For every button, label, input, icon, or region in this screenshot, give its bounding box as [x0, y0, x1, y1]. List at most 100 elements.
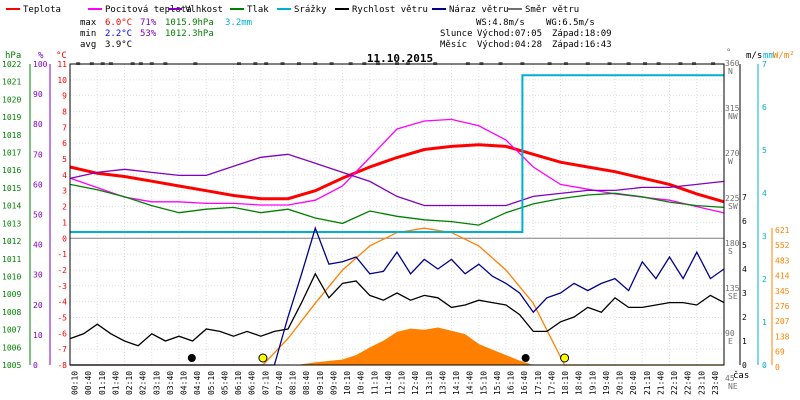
tick-time: 20:10: [616, 371, 625, 395]
tick-c: -2: [57, 266, 67, 275]
tick-c: 2: [62, 203, 67, 212]
tick-hpa: 1020: [2, 95, 21, 104]
tick-deg: 315: [725, 104, 740, 113]
tick-dir: NE: [728, 382, 738, 391]
tick-time: 14:40: [466, 371, 475, 395]
legend-label: Směr větru: [525, 5, 579, 15]
stats-min-label: min: [80, 29, 96, 39]
tick-time: 13:40: [438, 371, 447, 395]
tick-time: 17:40: [547, 371, 556, 395]
tick-time: 22:40: [684, 371, 693, 395]
tick-time: 06:40: [248, 371, 257, 395]
legend-label: Pocitová teplota: [105, 5, 192, 15]
stats-min-temp: 2.2°C: [105, 29, 132, 39]
tick-ms: 2: [742, 313, 747, 322]
chart-title: 11.10.2015: [367, 52, 433, 65]
tick-wm2: 69: [775, 348, 785, 357]
tick-time: 09:10: [316, 371, 325, 395]
tick-time: 02:40: [139, 371, 148, 395]
tick-ms-upper: 3: [762, 232, 767, 241]
legend-label: Teplota: [23, 5, 61, 15]
tick-pct: 70: [33, 150, 43, 159]
series-rychlost-v-tru: [69, 272, 725, 347]
tick-ms-upper: 1: [762, 318, 767, 327]
tick-ms: 7: [742, 193, 747, 202]
legend-label: Srážky: [294, 5, 327, 15]
tick-c: 11: [57, 60, 67, 69]
tick-time: 09:40: [329, 371, 338, 395]
tick-time: 06:10: [234, 371, 243, 395]
tick-wm2: 207: [775, 317, 790, 326]
tick-time: 08:40: [302, 371, 311, 395]
tick-c: 9: [62, 92, 67, 101]
tick-pct: 10: [33, 331, 43, 340]
tick-dir: SE: [728, 292, 738, 301]
tick-c: -7: [57, 345, 67, 354]
tick-time: 22:10: [670, 371, 679, 395]
tick-deg: 360: [725, 59, 740, 68]
sun-rise: Východ:07:05: [477, 29, 542, 39]
tick-pct: 60: [33, 180, 43, 189]
tick-hpa: 1017: [2, 149, 21, 158]
tick-time: 08:10: [289, 371, 298, 395]
tick-time: 18:40: [575, 371, 584, 395]
tick-time: 23:40: [711, 371, 720, 395]
tick-wm2: 483: [775, 256, 790, 265]
legend-label: Vlhkost: [185, 5, 223, 15]
unit-deg: °: [726, 48, 731, 58]
tick-c: 5: [62, 155, 67, 164]
tick-time: 21:10: [643, 371, 652, 395]
tick-deg: 270: [725, 149, 740, 158]
tick-wm2: 345: [775, 287, 790, 296]
tick-hpa: 1010: [2, 272, 21, 281]
tick-wm2: 138: [775, 332, 790, 341]
axes: 1022102110201019101810171016101510141013…: [2, 59, 790, 395]
tick-time: 02:10: [125, 371, 134, 395]
tick-dir: W: [728, 157, 733, 166]
tick-hpa: 1007: [2, 326, 21, 335]
tick-c: -5: [57, 313, 67, 322]
tick-pct: 30: [33, 271, 43, 280]
tick-time: 11:40: [384, 371, 393, 395]
tick-time: 04:40: [193, 371, 202, 395]
tick-c: 7: [62, 123, 67, 132]
tick-time: 07:40: [275, 371, 284, 395]
tick-ms-upper: 5: [762, 146, 767, 155]
tick-pct: 100: [33, 60, 48, 69]
tick-hpa: 1008: [2, 308, 21, 317]
tick-ms: 6: [742, 217, 747, 226]
tick-ms-upper: 4: [762, 189, 767, 198]
tick-hpa: 1016: [2, 166, 21, 175]
tick-time: 13:10: [425, 371, 434, 395]
tick-time: 00:40: [84, 371, 93, 395]
ws-value: WS:4.8m/s: [476, 18, 525, 28]
wg-value: WG:6.5m/s: [546, 18, 595, 28]
legend-label: Náraz větru: [449, 5, 509, 15]
legend-label: Rychlost větru: [352, 5, 428, 15]
tick-time: 11:10: [370, 371, 379, 395]
tick-hpa: 1018: [2, 131, 21, 140]
day-markers: [187, 353, 570, 363]
tick-time: 14:10: [452, 371, 461, 395]
unit-degc: °C: [56, 51, 67, 61]
tick-time: 03:10: [152, 371, 161, 395]
tick-deg: 180: [725, 239, 740, 248]
tick-ms-upper: 6: [762, 103, 767, 112]
tick-hpa: 1009: [2, 290, 21, 299]
sun-set: Západ:18:09: [552, 29, 612, 39]
tick-time: 07:10: [261, 371, 270, 395]
sunrise-marker: [258, 353, 268, 363]
tick-time: 15:10: [479, 371, 488, 395]
tick-ms-upper: 2: [762, 275, 767, 284]
tick-pct: 50: [33, 211, 43, 220]
stats-max-label: max: [80, 18, 97, 28]
tick-time: 10:10: [343, 371, 352, 395]
tick-time: 12:10: [398, 371, 407, 395]
stats-max-temp: 6.0°C: [105, 18, 132, 28]
tick-time: 23:10: [697, 371, 706, 395]
tick-pct: 20: [33, 301, 43, 310]
series-sr-ky: [70, 74, 724, 233]
tick-time: 19:40: [602, 371, 611, 395]
series-solar-measured: [296, 327, 534, 365]
tick-hpa: 1015: [2, 184, 21, 193]
